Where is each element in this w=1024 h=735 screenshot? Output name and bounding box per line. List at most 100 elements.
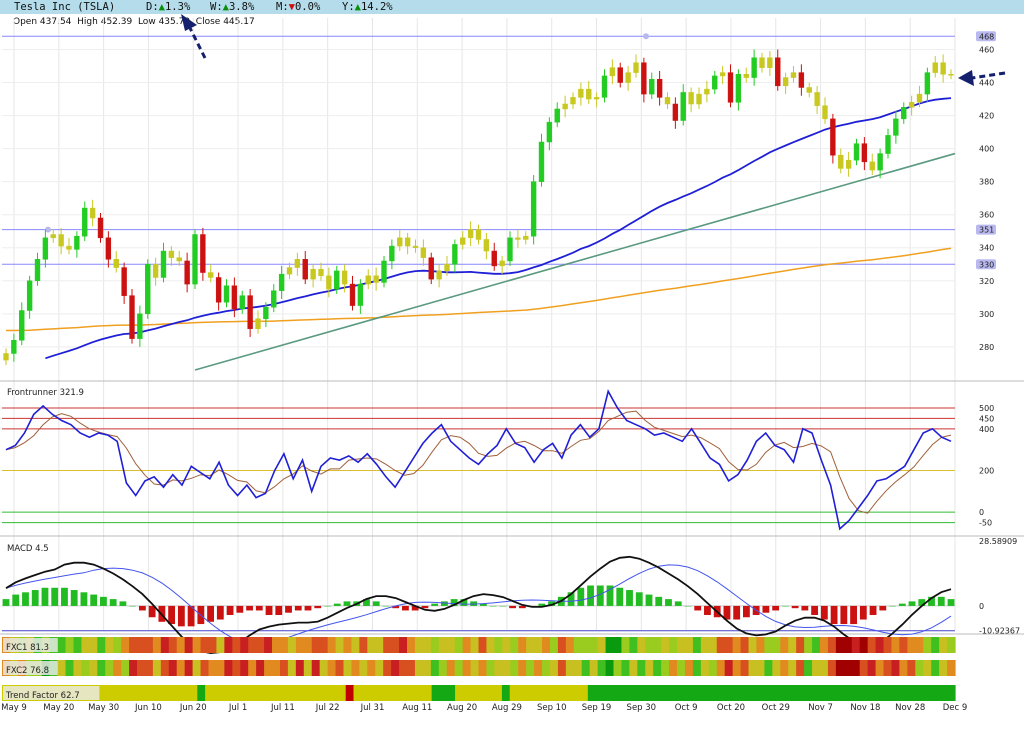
macd-bar xyxy=(918,599,926,606)
candle xyxy=(208,264,214,283)
candle-body xyxy=(326,275,332,290)
trend-cell xyxy=(126,685,136,701)
fxc1-cell xyxy=(295,637,305,653)
candle xyxy=(869,153,875,176)
candle-body xyxy=(113,259,119,268)
macd-bar xyxy=(333,603,341,606)
dashed-arrow-daily xyxy=(188,27,207,59)
fxc1-cell xyxy=(216,637,225,653)
fxc1-cell xyxy=(224,637,233,653)
trend-cell xyxy=(205,685,214,701)
fxc2-cell xyxy=(549,660,559,676)
candle xyxy=(775,49,781,91)
fxc1-cell xyxy=(160,637,170,653)
candle-body xyxy=(869,161,875,171)
fxc2-cell xyxy=(597,660,607,676)
candle xyxy=(759,52,765,73)
candle-body xyxy=(578,88,584,98)
candle xyxy=(247,289,253,337)
trend-cell xyxy=(595,685,605,701)
fxc1-cell xyxy=(891,637,901,653)
trend-cell xyxy=(853,685,862,701)
trend-label: Trend Factor 62.7 xyxy=(5,691,80,701)
candle xyxy=(397,229,403,252)
fxc1-cell xyxy=(446,637,456,653)
x-tick-label: May 30 xyxy=(88,703,119,713)
candle-body xyxy=(948,74,954,76)
macd-bar xyxy=(859,605,867,620)
candle xyxy=(263,302,269,328)
x-tick-label: Oct 29 xyxy=(762,703,790,713)
fxc2-label-bg xyxy=(3,661,58,675)
fxc1-cell xyxy=(478,637,488,653)
candle xyxy=(853,138,860,166)
candle-body xyxy=(814,92,820,106)
trend-cell xyxy=(119,685,128,701)
candle xyxy=(649,72,655,100)
fxc1-cell xyxy=(351,637,360,653)
candle xyxy=(664,92,671,109)
fxc1-cell xyxy=(383,637,392,653)
candle xyxy=(507,231,513,266)
fxc1-cell xyxy=(581,637,591,653)
level-marker xyxy=(45,226,51,233)
trend-cell xyxy=(611,685,620,701)
candle-body xyxy=(853,143,860,161)
candle-body xyxy=(672,103,679,121)
x-tick-label: Sep 30 xyxy=(627,703,657,713)
trend-cell xyxy=(525,685,534,701)
trend-cell xyxy=(642,685,651,701)
fxc2-cell xyxy=(383,660,392,676)
candle-body xyxy=(74,235,80,250)
fxc2-cell xyxy=(129,660,138,676)
fxc2-cell xyxy=(232,660,241,676)
fxc1-cell xyxy=(804,637,813,653)
trend-cell xyxy=(283,685,292,701)
quote-header: Tesla Inc (TSLA) D:▲1.3% W:▲3.8% M:▼0.0%… xyxy=(0,0,1024,14)
candle-body xyxy=(775,57,781,87)
fxc1-label-bg xyxy=(3,638,58,652)
fxc1-label: FXC1 81.3 xyxy=(6,643,49,653)
fxc2-cell xyxy=(542,660,551,676)
candle-body xyxy=(798,72,805,88)
fxc1-cell xyxy=(97,637,106,653)
fxc1-cell xyxy=(939,637,948,653)
trend-cell xyxy=(689,685,698,701)
candle-body xyxy=(381,260,387,283)
macd-bar xyxy=(450,599,458,606)
candle xyxy=(26,275,33,319)
macd-bar xyxy=(616,587,624,606)
fxc1-cell xyxy=(129,637,138,653)
daily-change: D:▲1.3% xyxy=(146,1,191,13)
trend-cell xyxy=(384,685,394,701)
candle xyxy=(82,201,88,242)
candle xyxy=(491,242,497,271)
candle-body xyxy=(704,88,710,95)
trend-cell xyxy=(947,685,956,701)
candle-body xyxy=(617,67,623,83)
macd-bar xyxy=(129,605,137,607)
price-tick-label: 420 xyxy=(979,112,994,121)
candle xyxy=(168,246,175,266)
candle-body xyxy=(649,78,655,95)
candle-body xyxy=(247,295,253,329)
stock-chart[interactable]: 280300320340360380400420440460330351468 … xyxy=(0,14,1024,735)
fxc1-cell xyxy=(589,637,599,653)
fxc2-cell xyxy=(931,660,940,676)
trend-cell xyxy=(751,685,761,701)
fxc1-cell xyxy=(740,637,750,653)
fxc2-cell xyxy=(796,660,805,676)
trend-cell xyxy=(837,685,847,701)
fxc1-cell xyxy=(327,637,337,653)
trend-cell xyxy=(220,685,230,701)
candle xyxy=(530,175,537,245)
trend-cell xyxy=(134,685,144,701)
candle xyxy=(790,66,797,83)
fxc1-cell xyxy=(414,637,424,653)
macd-bar xyxy=(947,599,955,606)
fxc2-cell xyxy=(192,660,202,676)
x-tick-label: Jun 10 xyxy=(134,703,162,713)
candle-body xyxy=(215,277,222,303)
candle xyxy=(570,92,576,109)
candle xyxy=(554,102,560,128)
